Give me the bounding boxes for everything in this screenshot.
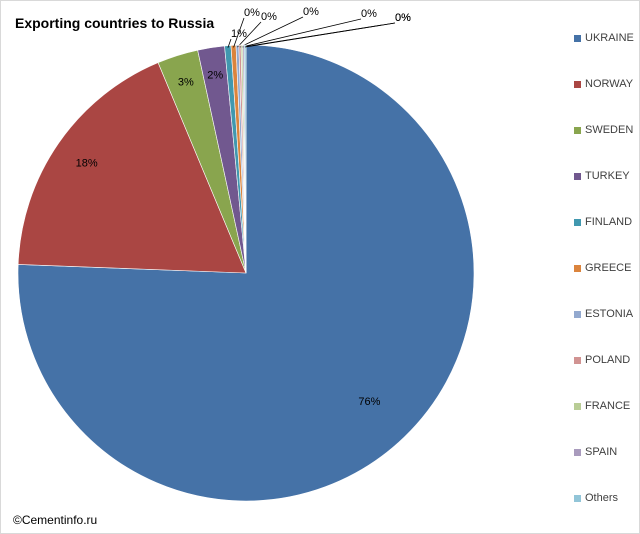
legend-label: POLAND (585, 354, 631, 366)
data-label-others: 0% (395, 12, 411, 24)
leader-line-finland (227, 38, 232, 48)
chart-title: Exporting countries to Russia (15, 15, 215, 31)
legend-label: SPAIN (585, 446, 618, 458)
leader-line-estonia (237, 21, 262, 48)
legend-item-finland: FINLAND (574, 215, 632, 229)
legend-item-sweden: SWEDEN (574, 123, 633, 137)
legend-swatch (574, 264, 581, 272)
credit-text: ©Cementinfo.ru (13, 513, 98, 527)
leader-line-france (241, 18, 362, 48)
legend-swatch (574, 126, 581, 134)
legend-item-france: FRANCE (574, 399, 630, 413)
data-label-spain: 0% (395, 12, 411, 24)
leader-line-poland (239, 16, 304, 48)
legend-item-greece: GREECE (574, 261, 631, 275)
data-label-poland: 0% (303, 6, 319, 18)
pie-slice-norway (17, 62, 247, 274)
legend-item-ukraine: UKRAINE (574, 31, 634, 45)
legend-swatch (574, 448, 581, 456)
data-label-france: 0% (361, 8, 377, 20)
legend-swatch (574, 494, 581, 502)
legend-item-others: Others (574, 491, 618, 505)
legend-swatch (574, 80, 581, 88)
legend-swatch (574, 402, 581, 410)
legend-item-poland: POLAND (574, 353, 630, 367)
pie-slice-others (243, 44, 247, 274)
data-label-estonia: 0% (261, 11, 277, 23)
legend-item-spain: SPAIN (574, 445, 617, 459)
leader-line-others (245, 22, 396, 48)
legend-swatch (574, 356, 581, 364)
data-label-turkey: 2% (207, 70, 223, 82)
legend-item-norway: NORWAY (574, 77, 633, 91)
data-label-greece: 0% (244, 7, 260, 19)
legend-item-turkey: TURKEY (574, 169, 630, 183)
data-label-ukraine: 76% (358, 396, 380, 408)
legend-swatch (574, 310, 581, 318)
legend-label: GREECE (585, 262, 632, 274)
legend-swatch (574, 218, 581, 226)
legend-label: Others (585, 492, 619, 504)
leader-line-greece (233, 17, 245, 48)
legend-label: SWEDEN (585, 124, 634, 136)
legend-label: UKRAINE (585, 32, 634, 44)
legend-item-estonia: ESTONIA (574, 307, 633, 321)
legend-label: FINLAND (585, 216, 633, 228)
legend-swatch (574, 172, 581, 180)
legend-label: TURKEY (585, 170, 630, 182)
data-label-norway: 18% (76, 158, 98, 170)
legend-label: FRANCE (585, 400, 631, 412)
legend-label: NORWAY (585, 78, 634, 90)
legend-label: ESTONIA (585, 308, 634, 320)
legend-swatch (574, 34, 581, 42)
data-label-sweden: 3% (178, 77, 194, 89)
data-label-finland: 1% (231, 28, 247, 40)
